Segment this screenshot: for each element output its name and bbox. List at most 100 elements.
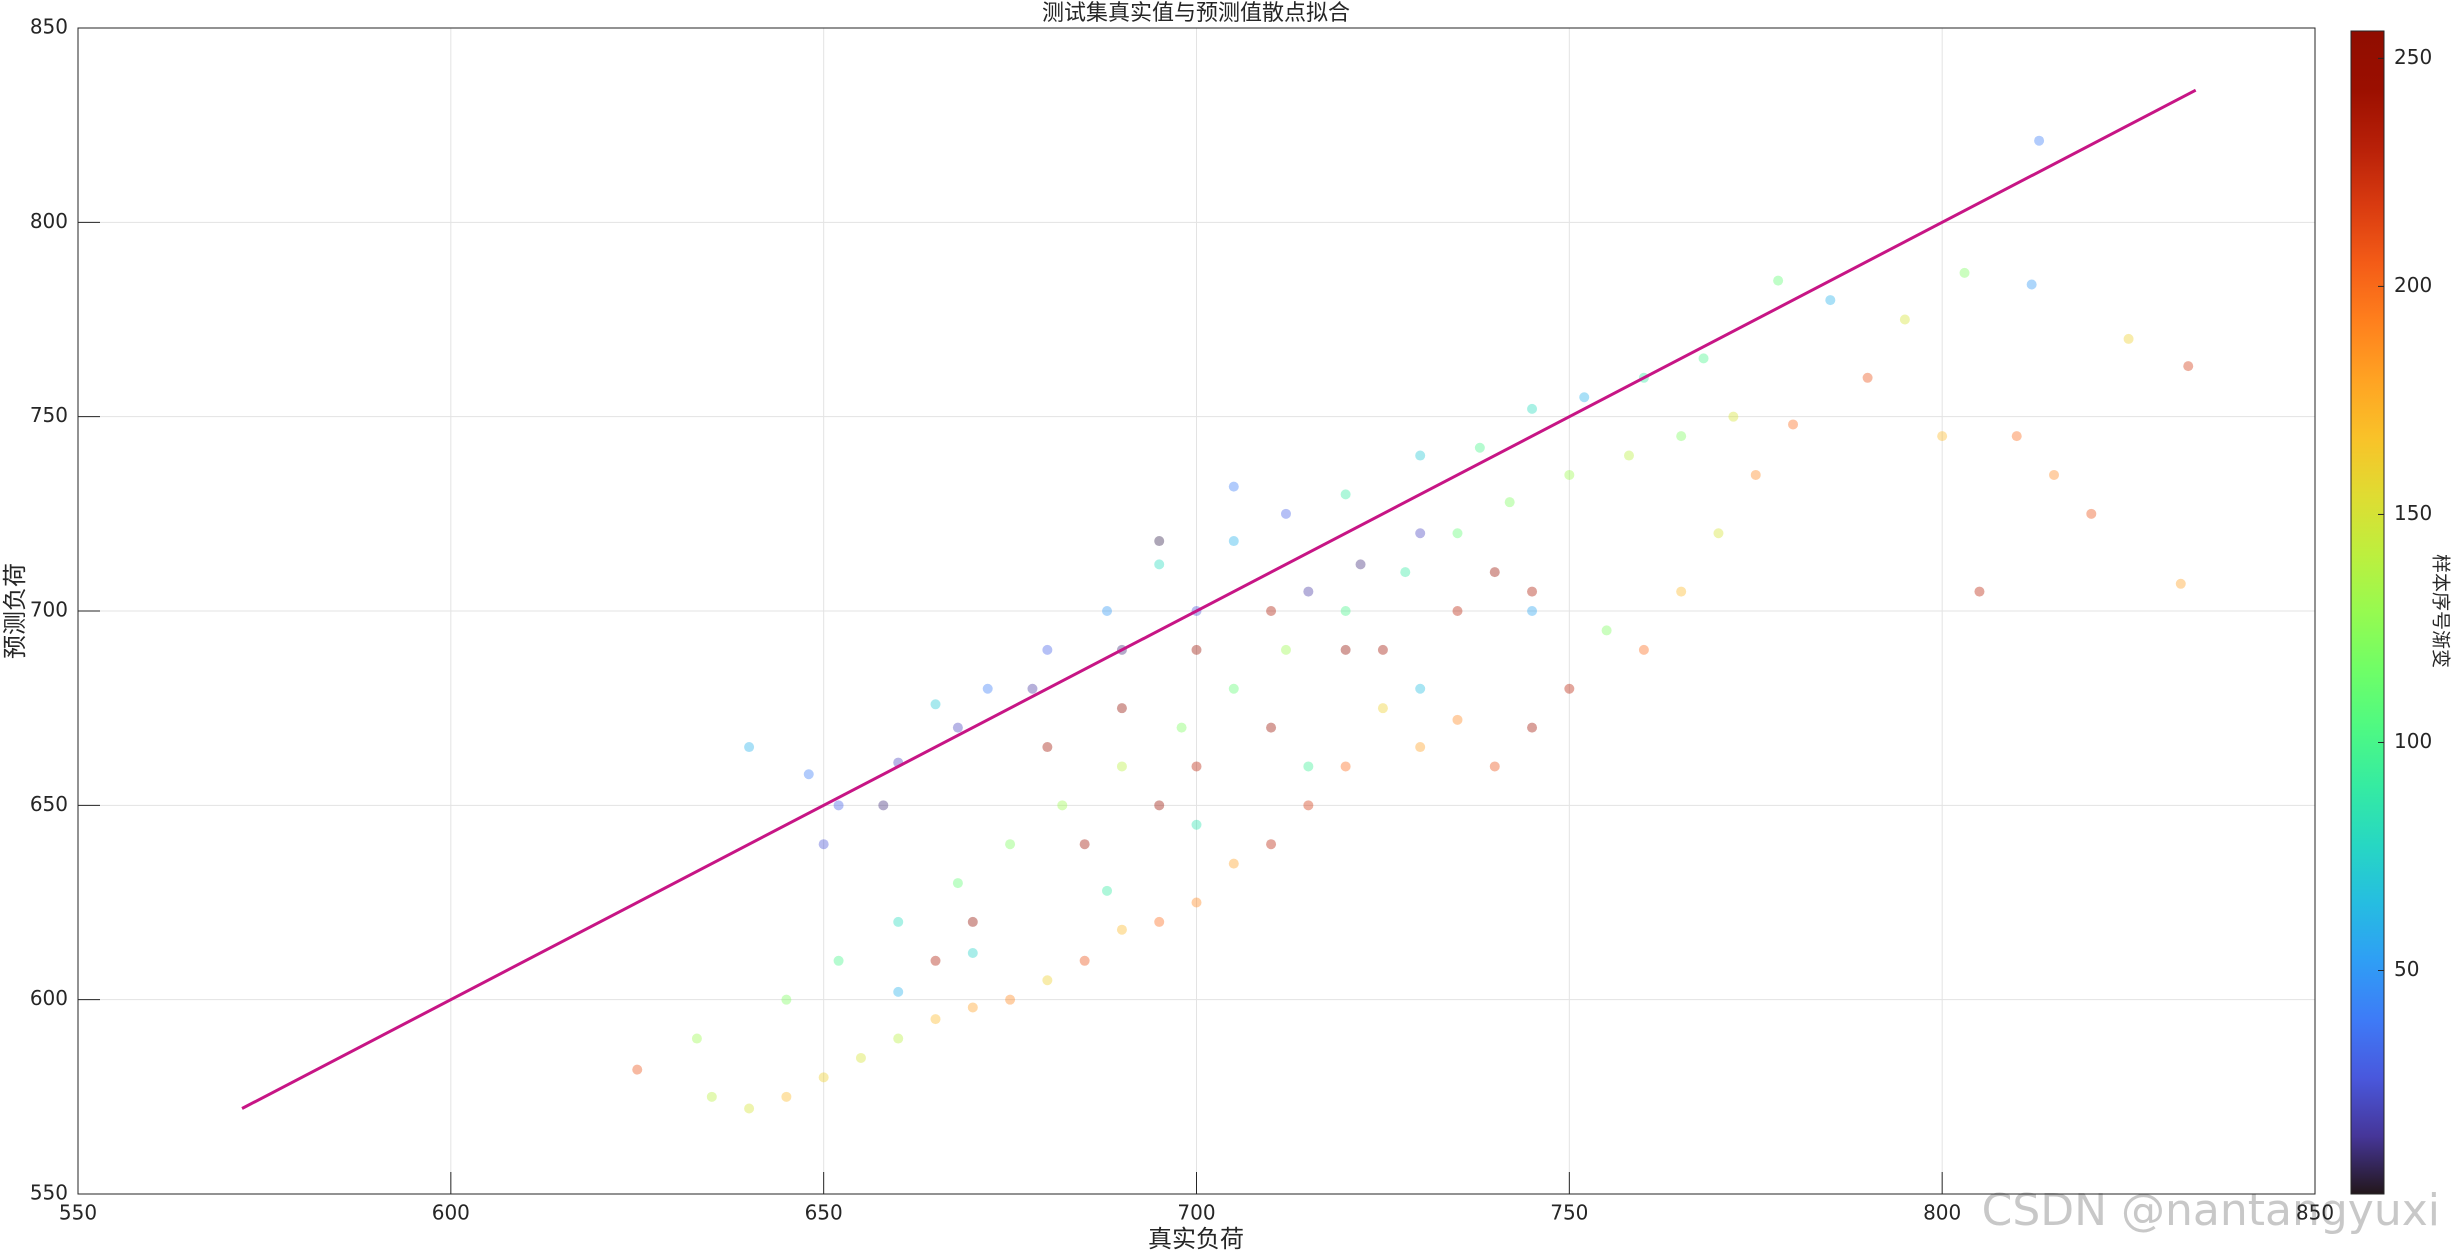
point	[1191, 644, 1202, 655]
point	[781, 994, 792, 1005]
point	[1340, 644, 1351, 655]
point	[1527, 606, 1538, 616]
point	[1116, 703, 1127, 714]
point	[952, 722, 963, 733]
point	[1564, 683, 1575, 694]
point	[1079, 839, 1090, 850]
point	[893, 1033, 904, 1044]
point	[1415, 742, 1426, 753]
colorbar-tick-label: 100	[2394, 729, 2432, 753]
point	[1266, 722, 1277, 733]
point	[744, 1103, 755, 1114]
point	[967, 1002, 978, 1013]
point	[1698, 353, 1709, 364]
point	[2026, 279, 2037, 290]
point	[833, 800, 844, 811]
colorbar-tick-label: 250	[2394, 45, 2432, 69]
point	[1005, 994, 1016, 1005]
fit-line	[241, 88, 2197, 1110]
point	[1191, 897, 1202, 908]
point	[982, 683, 993, 694]
point	[706, 1091, 717, 1102]
point	[1527, 403, 1538, 414]
point	[1415, 528, 1426, 539]
point	[1154, 559, 1165, 570]
point	[878, 800, 889, 811]
point	[2034, 135, 2045, 146]
point	[1228, 536, 1239, 547]
point	[1400, 567, 1411, 578]
point	[1899, 314, 1910, 325]
point	[1116, 924, 1127, 935]
point	[1452, 606, 1463, 616]
point	[1601, 625, 1612, 636]
point	[930, 1014, 941, 1025]
point	[1937, 431, 1948, 442]
point	[1750, 469, 1761, 480]
point	[1825, 295, 1836, 306]
point	[967, 948, 978, 959]
point	[1579, 392, 1590, 403]
point	[1027, 683, 1038, 694]
colorbar-tick-label: 200	[2394, 273, 2432, 297]
x-tick-label: 700	[1177, 1201, 1215, 1225]
point	[1116, 761, 1127, 772]
point	[1377, 644, 1388, 655]
y-tick-label: 550	[30, 1181, 68, 1205]
y-tick-label: 600	[30, 986, 68, 1010]
axes-box	[77, 27, 2316, 1195]
point	[1042, 742, 1053, 753]
point	[1042, 975, 1053, 986]
y-axis-label: 预测负荷	[1, 563, 29, 659]
point	[2011, 431, 2022, 442]
point	[1489, 567, 1500, 578]
point	[2123, 333, 2134, 344]
point	[1527, 722, 1538, 733]
point	[1266, 839, 1277, 850]
point	[893, 916, 904, 927]
point	[967, 916, 978, 927]
y-tick-label: 750	[30, 403, 68, 427]
colorbar	[2350, 30, 2385, 1195]
point	[1676, 586, 1687, 597]
point	[1974, 586, 1985, 597]
point	[1102, 606, 1113, 616]
point	[1676, 431, 1687, 442]
point	[930, 955, 941, 966]
point	[1303, 761, 1314, 772]
point	[1191, 761, 1202, 772]
point	[1773, 275, 1784, 286]
point	[818, 839, 829, 850]
point	[818, 1072, 829, 1083]
point	[1474, 442, 1485, 453]
x-tick-label: 750	[1550, 1201, 1588, 1225]
point	[1415, 683, 1426, 694]
point	[1788, 419, 1799, 430]
point	[1527, 586, 1538, 597]
x-tick-label: 600	[432, 1201, 470, 1225]
point	[1102, 885, 1113, 896]
x-tick-label: 800	[1923, 1201, 1961, 1225]
colorbar-label: 样本序号渐变	[2430, 554, 2452, 668]
point	[1415, 450, 1426, 461]
point	[1452, 714, 1463, 725]
x-axis-label: 真实负荷	[1148, 1225, 1244, 1253]
point	[1489, 761, 1500, 772]
point	[1452, 528, 1463, 539]
point	[1280, 508, 1291, 519]
point	[691, 1033, 702, 1044]
point	[855, 1052, 866, 1063]
point	[1154, 800, 1165, 811]
point	[930, 699, 941, 710]
x-tick-label: 650	[805, 1201, 843, 1225]
point	[1303, 800, 1314, 811]
y-tick-label: 700	[30, 598, 68, 622]
point	[1728, 411, 1739, 422]
point	[803, 769, 814, 780]
point	[1228, 481, 1239, 492]
point	[1355, 559, 1366, 570]
point	[1340, 761, 1351, 772]
point	[1228, 683, 1239, 694]
point	[1303, 586, 1314, 597]
